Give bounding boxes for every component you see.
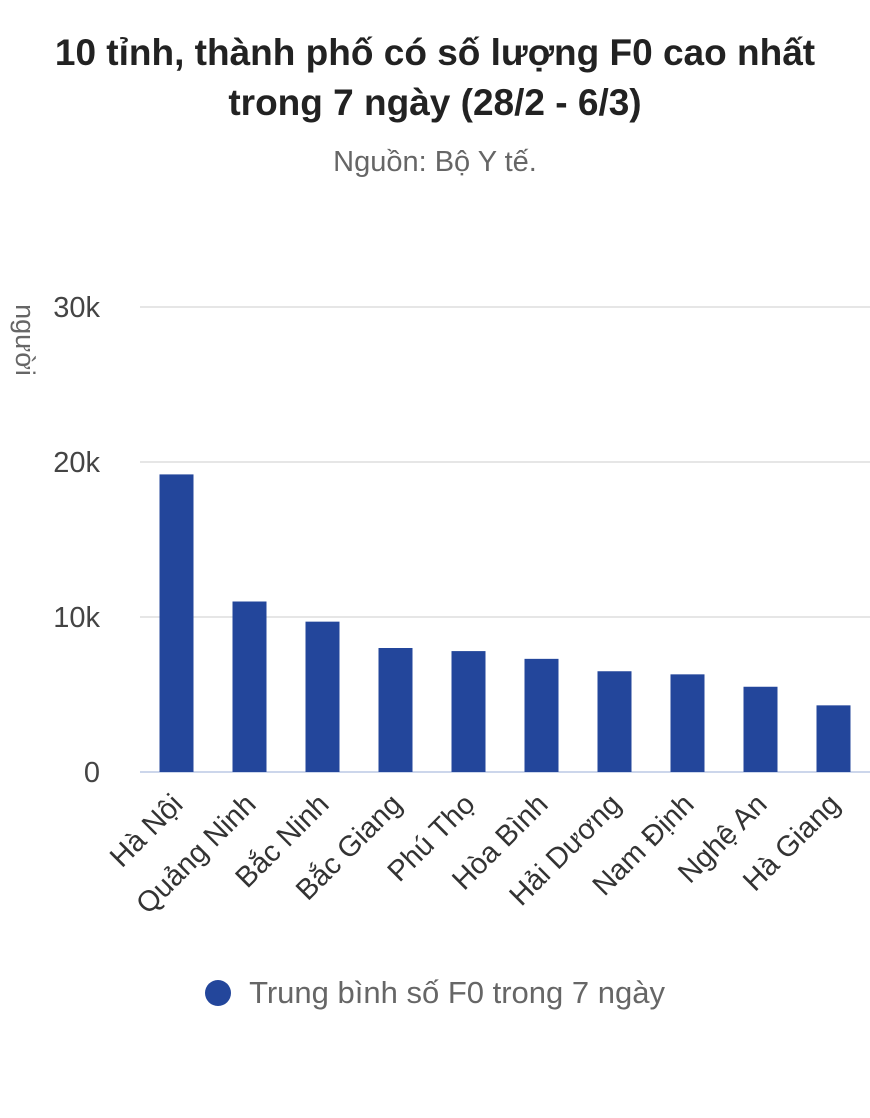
bar[interactable] bbox=[378, 648, 413, 772]
y-axis-title: người bbox=[10, 304, 40, 376]
legend-label: Trung bình số F0 trong 7 ngày bbox=[249, 975, 665, 1010]
bar[interactable] bbox=[670, 674, 705, 772]
chart-subtitle: Nguồn: Bộ Y tế. bbox=[333, 146, 537, 178]
bar[interactable] bbox=[451, 651, 486, 772]
bar[interactable] bbox=[232, 601, 267, 773]
bar[interactable] bbox=[816, 705, 851, 772]
chart-title-line-2: trong 7 ngày (28/2 - 6/3) bbox=[228, 82, 642, 123]
y-tick-label: 30k bbox=[53, 292, 100, 324]
y-tick-label: 20k bbox=[53, 447, 100, 479]
legend-marker bbox=[205, 980, 232, 1006]
bar[interactable] bbox=[305, 621, 340, 772]
chart-title-line-1: 10 tỉnh, thành phố có số lượng F0 cao nh… bbox=[54, 32, 816, 73]
bar[interactable] bbox=[743, 686, 778, 772]
y-tick-label: 10k bbox=[53, 602, 100, 634]
chart-title: 10 tỉnh, thành phố có số lượng F0 cao nh… bbox=[0, 28, 870, 128]
y-tick-label: 0 bbox=[84, 757, 100, 789]
bar[interactable] bbox=[159, 474, 194, 772]
bar[interactable] bbox=[597, 671, 632, 772]
bar[interactable] bbox=[524, 658, 559, 772]
legend[interactable]: Trung bình số F0 trong 7 ngày bbox=[0, 975, 870, 1011]
